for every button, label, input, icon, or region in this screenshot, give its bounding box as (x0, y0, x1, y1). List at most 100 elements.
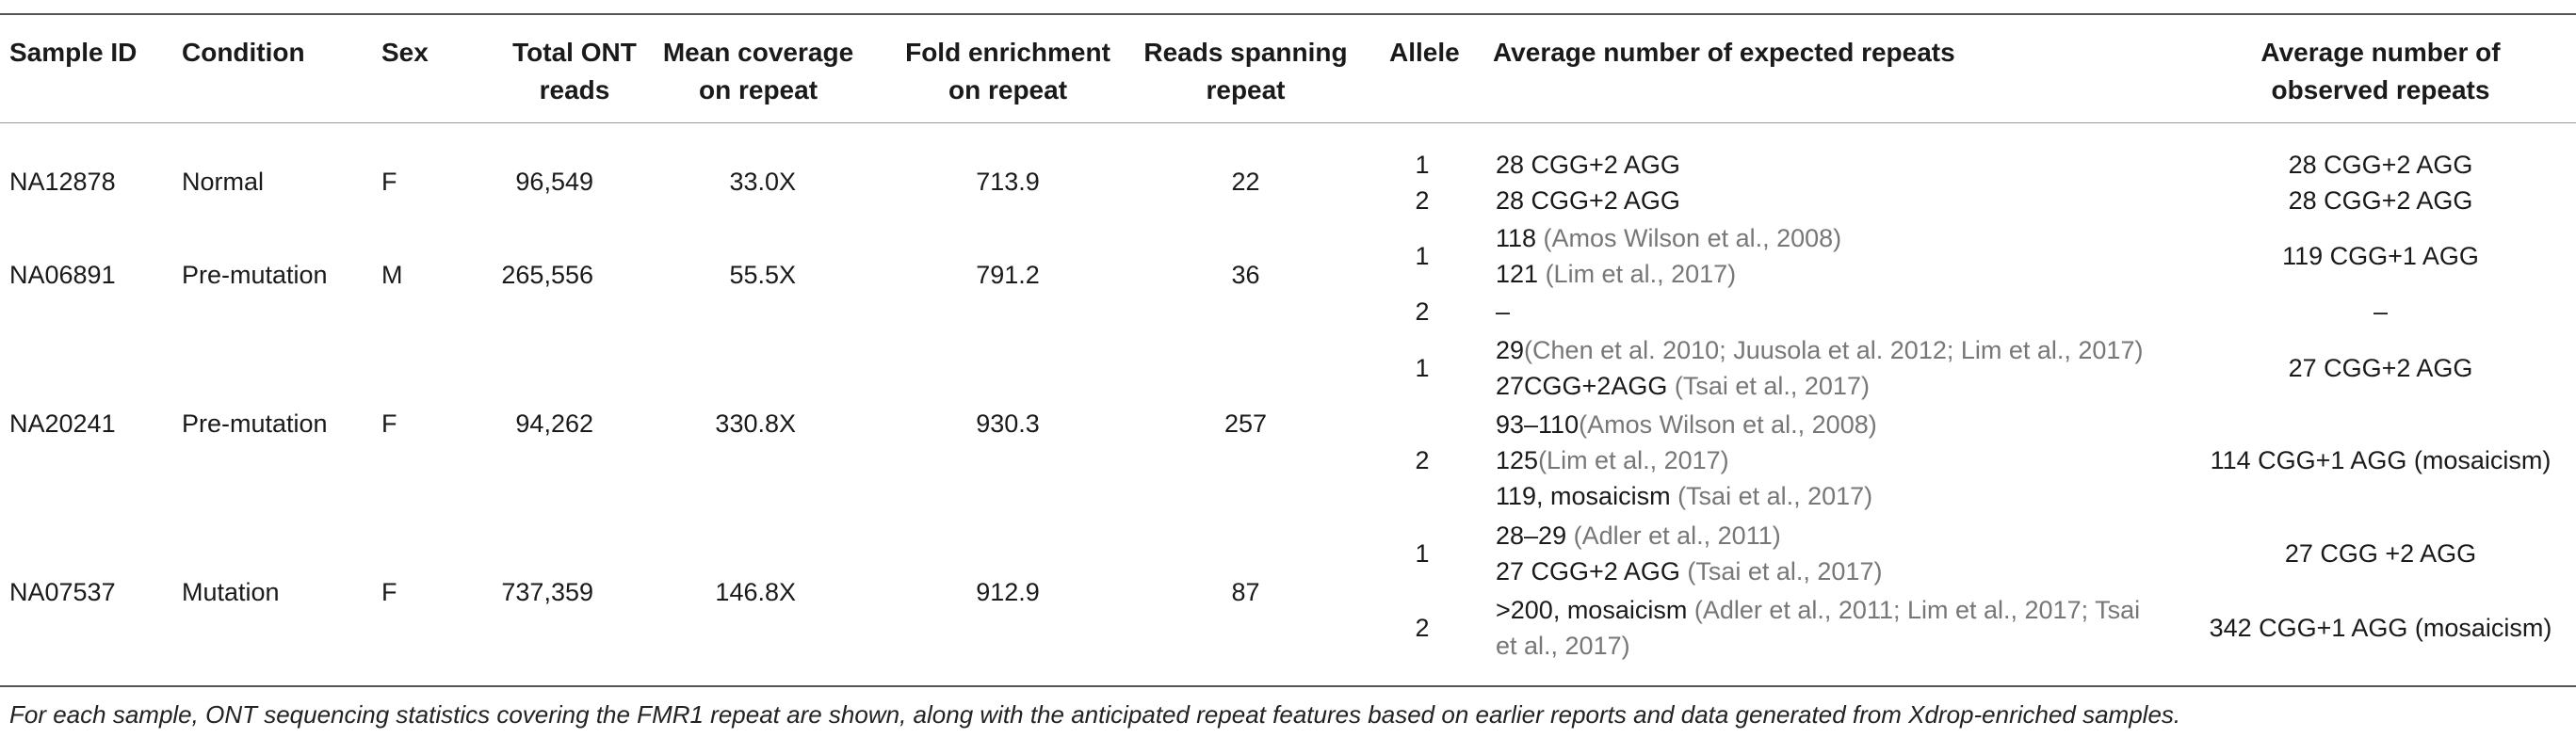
expected-value: 27 CGG+2 AGG (1496, 557, 1688, 586)
observed-repeats: 28 CGG+2 AGG (2288, 151, 2473, 179)
header-sex: Sex (381, 38, 429, 67)
allele-number: 1 (1415, 151, 1430, 179)
sample-fold-enrichment: 912.9 (976, 578, 1040, 606)
sample-id: NA12878 (9, 168, 116, 196)
allele-number: 2 (1415, 446, 1430, 474)
sample-id: NA07537 (9, 578, 116, 606)
sample-sex: F (381, 168, 397, 196)
sample-total-reads: 737,359 (501, 578, 593, 606)
observed-repeats: 27 CGG +2 AGG (2284, 539, 2477, 568)
sample-total-reads: 265,556 (501, 261, 593, 289)
header-condition: Condition (182, 38, 305, 67)
allele-number: 1 (1415, 354, 1430, 382)
sample-mean-coverage: 33.0X (729, 168, 796, 196)
expected-repeats: 29(Chen et al. 2010; Juusola et al. 2012… (1496, 332, 2143, 404)
header-observed-line1: Average number of (2260, 38, 2501, 67)
expected-value: 93–110 (1496, 410, 1580, 439)
expected-reference: (Tsai et al., 2017) (1677, 482, 1873, 510)
allele-number: 2 (1415, 297, 1430, 326)
observed-repeats: 114 CGG+1 AGG (mosaicism) (2210, 446, 2552, 474)
expected-line: 27CGG+2AGG (Tsai et al., 2017) (1496, 368, 2143, 404)
header-reads-spanning-line1: Reads spanning (1143, 38, 1348, 67)
header-total-reads-line1: Total ONT (512, 38, 637, 67)
expected-reference: (Tsai et al., 2017) (1687, 557, 1883, 586)
sample-sex: F (381, 578, 397, 606)
sample-mean-coverage: 55.5X (729, 261, 796, 289)
expected-value: 125 (1496, 446, 1539, 474)
header-fold-enrichment-line1: Fold enrichment (905, 38, 1110, 67)
expected-repeats: 28–29 (Adler et al., 2011) 27 CGG+2 AGG … (1496, 518, 1882, 589)
header-fold-enrichment-line2: on repeat (948, 75, 1068, 104)
header-fold-enrichment: Fold enrichment on repeat (885, 34, 1130, 109)
sample-condition: Pre-mutation (182, 261, 328, 289)
expected-reference: (Adler et al., 2011) (1573, 521, 1781, 550)
expected-value: – (1496, 297, 1511, 326)
expected-reference: (Amos Wilson et al., 2008) (1579, 410, 1877, 439)
sample-mean-coverage: 330.8X (715, 409, 796, 438)
sample-id: NA06891 (9, 261, 116, 289)
sample-sex: F (381, 409, 397, 438)
observed-repeats: – (2373, 297, 2389, 326)
sample-reads-spanning: 36 (1231, 261, 1260, 289)
expected-repeats: >200, mosaicism (Adler et al., 2011; Lim… (1496, 592, 2140, 664)
sample-fold-enrichment: 713.9 (976, 168, 1040, 196)
expected-line: 27 CGG+2 AGG (Tsai et al., 2017) (1496, 554, 1882, 589)
header-expected: Average number of expected repeats (1493, 38, 1955, 67)
expected-reference: et al., 2017) (1496, 632, 1630, 660)
header-total-reads-line2: reads (539, 75, 610, 104)
expected-reference: (Amos Wilson et al., 2008) (1543, 224, 1842, 252)
header-mean-coverage: Mean coverage on repeat (650, 34, 867, 109)
expected-repeats: 93–110(Amos Wilson et al., 2008) 125(Lim… (1496, 407, 1877, 514)
expected-value: 119, mosaicism (1496, 482, 1678, 510)
sample-fold-enrichment: 791.2 (976, 261, 1040, 289)
expected-line: 118 (Amos Wilson et al., 2008) (1496, 220, 1841, 256)
header-total-reads: Total ONT reads (471, 34, 678, 109)
sample-total-reads: 96,549 (515, 168, 593, 196)
expected-line: 125(Lim et al., 2017) (1496, 442, 1877, 478)
observed-repeats: 27 CGG+2 AGG (2288, 354, 2473, 382)
table-footnote: For each sample, ONT sequencing statisti… (9, 700, 2181, 729)
expected-reference: (Tsai et al., 2017) (1674, 372, 1870, 400)
expected-line: >200, mosaicism (Adler et al., 2011; Lim… (1496, 592, 2140, 628)
sample-condition: Mutation (182, 578, 280, 606)
header-allele: Allele (1389, 38, 1460, 67)
sample-reads-spanning: 22 (1231, 168, 1260, 196)
expected-line: 29(Chen et al. 2010; Juusola et al. 2012… (1496, 332, 2143, 368)
sample-condition: Normal (182, 168, 265, 196)
observed-repeats: 342 CGG+1 AGG (mosaicism) (2209, 614, 2552, 642)
allele-number: 1 (1415, 539, 1430, 568)
sample-id: NA20241 (9, 409, 116, 438)
sample-total-reads: 94,262 (515, 409, 593, 438)
expected-reference: (Lim et al., 2017) (1545, 260, 1737, 288)
expected-repeats: 28 CGG+2 AGG (1496, 147, 1680, 183)
expected-reference: (Chen et al. 2010; Juusola et al. 2012; … (1524, 336, 2144, 364)
table-header-rule (0, 122, 2576, 123)
header-observed: Average number of observed repeats (2195, 34, 2567, 109)
observed-repeats: 119 CGG+1 AGG (2282, 242, 2479, 270)
table-top-rule (0, 13, 2576, 15)
allele-number: 1 (1415, 242, 1430, 270)
sample-fold-enrichment: 930.3 (976, 409, 1040, 438)
sample-reads-spanning: 257 (1223, 409, 1268, 438)
expected-value: 118 (1496, 224, 1544, 252)
expected-repeats: – (1496, 294, 1510, 329)
expected-value: 121 (1496, 260, 1546, 288)
sample-condition: Pre-mutation (182, 409, 328, 438)
header-reads-spanning-line2: repeat (1206, 75, 1286, 104)
expected-reference: (Lim et al., 2017) (1538, 446, 1729, 474)
expected-value: 29 (1496, 336, 1525, 364)
allele-number: 2 (1415, 186, 1430, 215)
sample-mean-coverage: 146.8X (715, 578, 796, 606)
header-sample-id: Sample ID (9, 38, 138, 67)
header-mean-coverage-line1: Mean coverage (662, 38, 854, 67)
expected-repeats: 28 CGG+2 AGG (1496, 183, 1680, 218)
expected-value: 28–29 (1496, 521, 1574, 550)
expected-line: 93–110(Amos Wilson et al., 2008) (1496, 407, 1877, 442)
expected-repeats: 118 (Amos Wilson et al., 2008) 121 (Lim … (1496, 220, 1841, 292)
sample-reads-spanning: 87 (1231, 578, 1260, 606)
header-reads-spanning: Reads spanning repeat (1130, 34, 1361, 109)
expected-line: et al., 2017) (1496, 628, 2140, 664)
observed-repeats: 28 CGG+2 AGG (2288, 186, 2473, 215)
expected-value: 28 CGG+2 AGG (1496, 151, 1680, 179)
expected-value: 28 CGG+2 AGG (1496, 186, 1680, 215)
